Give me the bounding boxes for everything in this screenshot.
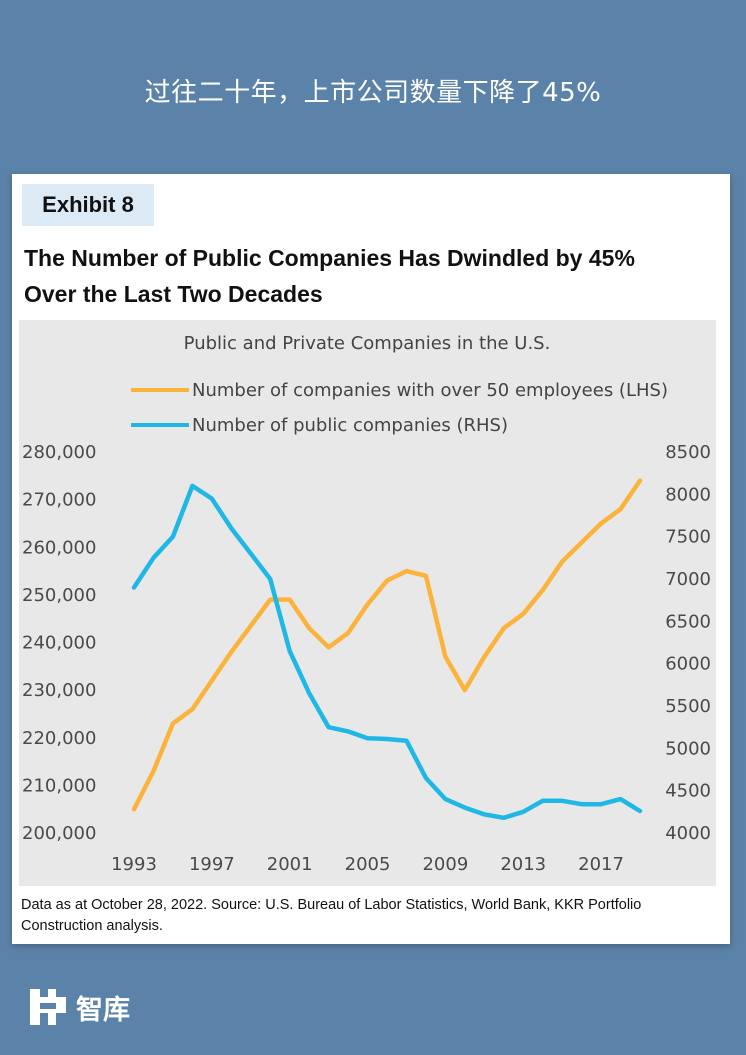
exhibit-card: Exhibit 8 The Number of Public Companies… [12, 174, 730, 944]
y-right-tick-label: 4000 [665, 823, 711, 844]
y-left-tick-label: 270,000 [22, 490, 96, 511]
chart-heading-line-1: The Number of Public Companies Has Dwind… [24, 245, 635, 271]
chart-heading-line-2: Over the Last Two Decades [24, 281, 323, 307]
brand-logo: 智库 [26, 984, 130, 1030]
line-chart: Public and Private Companies in the U.S.… [22, 333, 711, 875]
y-right-tick-label: 5500 [665, 696, 711, 717]
y-left-tick-label: 240,000 [22, 633, 96, 654]
y-left-tick-label: 220,000 [22, 728, 96, 749]
logo-text: 智库 [76, 994, 130, 1026]
y-left-tick-label: 230,000 [22, 680, 96, 701]
x-tick-label: 1997 [189, 854, 235, 875]
y-right-tick-label: 8000 [665, 484, 711, 505]
y-right-tick-label: 7000 [665, 569, 711, 590]
y-left-tick-label: 210,000 [22, 775, 96, 796]
x-tick-label: 2001 [267, 854, 313, 875]
source-note: Data as at October 28, 2022. Source: U.S… [21, 897, 642, 934]
exhibit-label: Exhibit 8 [22, 184, 154, 226]
y-left-tick-label: 280,000 [22, 442, 96, 463]
y-right-tick-label: 6500 [665, 611, 711, 632]
chart-subtitle: Public and Private Companies in the U.S. [184, 333, 551, 354]
logo-icon [30, 989, 66, 1025]
legend-label-1: Number of companies with over 50 employe… [192, 380, 668, 401]
series-line-1 [131, 478, 643, 812]
y-left-tick-label: 250,000 [22, 585, 96, 606]
x-tick-label: 2005 [345, 854, 391, 875]
x-tick-label: 2017 [578, 854, 624, 875]
chart-heading: The Number of Public Companies Has Dwind… [24, 240, 714, 312]
y-left-tick-label: 200,000 [22, 823, 96, 844]
y-right-tick-label: 6000 [665, 654, 711, 675]
y-right-tick-label: 7500 [665, 527, 711, 548]
x-tick-label: 1993 [111, 854, 157, 875]
legend-label-2: Number of public companies (RHS) [192, 415, 508, 436]
y-right-tick-label: 5000 [665, 738, 711, 759]
plot-area: Public and Private Companies in the U.S.… [19, 320, 716, 886]
series-line-2 [131, 483, 643, 821]
x-tick-label: 2009 [422, 854, 468, 875]
headline: 过往二十年，上市公司数量下降了45% [144, 78, 602, 108]
y-right-tick-label: 8500 [665, 442, 711, 463]
y-right-tick-label: 4500 [665, 781, 711, 802]
x-tick-label: 2013 [500, 854, 546, 875]
y-left-tick-label: 260,000 [22, 537, 96, 558]
